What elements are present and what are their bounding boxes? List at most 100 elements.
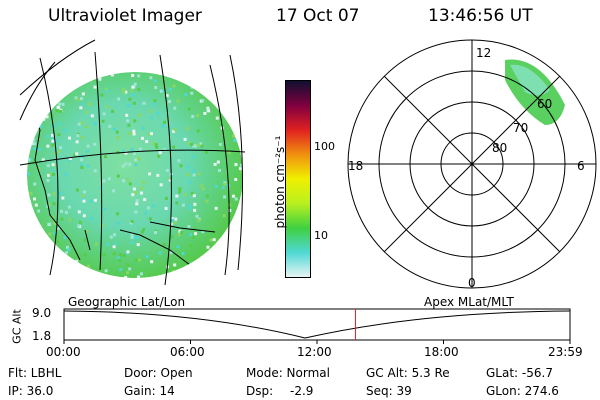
speckle-pixel	[116, 221, 120, 225]
speckle-pixel	[194, 261, 198, 265]
speckle-pixel	[159, 183, 163, 187]
geographic-label: Geographic Lat/Lon	[68, 295, 186, 309]
speckle-pixel	[149, 109, 153, 113]
speckle-pixel	[98, 77, 102, 81]
speckle-pixel	[158, 151, 162, 155]
speckle-pixel	[100, 93, 104, 97]
speckle-pixel	[128, 162, 132, 166]
speckle-pixel	[145, 140, 149, 144]
speckle-pixel	[206, 106, 210, 110]
speckle-pixel	[93, 85, 97, 89]
speckle-pixel	[189, 233, 193, 237]
altitude-curve	[63, 310, 571, 339]
speckle-pixel	[73, 153, 77, 157]
speckle-pixel	[227, 151, 231, 155]
speckle-pixel	[33, 197, 37, 201]
speckle-pixel	[223, 112, 227, 116]
speckle-pixel	[239, 206, 243, 210]
speckle-pixel	[214, 185, 218, 189]
speckle-pixel	[108, 124, 112, 128]
speckle-pixel	[61, 102, 65, 106]
speckle-pixel	[128, 97, 132, 101]
speckle-pixel	[133, 82, 137, 86]
speckle-pixel	[188, 206, 192, 210]
speckle-pixel	[142, 180, 146, 184]
speckle-pixel	[53, 221, 57, 225]
speckle-pixel	[242, 74, 243, 78]
speckle-pixel	[59, 108, 63, 112]
speckle-pixel	[125, 113, 129, 117]
speckle-pixel	[214, 252, 218, 256]
speckle-pixel	[216, 160, 220, 164]
lat-label-80: 80	[492, 141, 507, 155]
speckle-pixel	[134, 162, 138, 166]
speckle-pixel	[80, 158, 84, 162]
colorbar-tick-100: 100	[314, 140, 335, 153]
speckle-pixel	[225, 91, 229, 95]
speckle-pixel	[148, 172, 152, 176]
speckle-pixel	[37, 167, 41, 171]
info-gain: Gain: 14	[124, 384, 175, 398]
speckle-pixel	[68, 218, 72, 222]
speckle-pixel	[139, 186, 143, 190]
altitude-x-ticks	[63, 340, 571, 344]
speckle-pixel	[187, 107, 191, 111]
speckle-pixel	[46, 144, 50, 148]
speckle-pixel	[170, 174, 174, 178]
speckle-pixel	[51, 163, 55, 167]
speckle-pixel	[218, 267, 222, 271]
speckle-pixel	[142, 101, 146, 105]
speckle-pixel	[139, 191, 143, 195]
speckle-pixel	[141, 126, 145, 130]
speckle-pixel	[178, 229, 182, 233]
speckle-pixel	[226, 183, 230, 187]
speckle-pixel	[60, 217, 64, 221]
speckle-pixel	[239, 163, 243, 167]
speckle-pixel	[199, 142, 203, 146]
speckle-pixel	[175, 194, 179, 198]
speckle-pixel	[231, 194, 235, 198]
speckle-pixel	[234, 197, 238, 201]
speckle-pixel	[130, 89, 134, 93]
speckle-pixel	[53, 96, 57, 100]
speckle-pixel	[236, 104, 240, 108]
speckle-pixel	[79, 106, 83, 110]
speckle-pixel	[90, 114, 94, 118]
speckle-pixel	[195, 214, 199, 218]
speckle-pixel	[228, 209, 232, 213]
speckle-pixel	[189, 77, 193, 81]
speckle-pixel	[171, 269, 175, 273]
speckle-pixel	[117, 258, 121, 262]
speckle-pixel	[164, 196, 168, 200]
speckle-pixel	[189, 244, 193, 248]
speckle-pixel	[213, 162, 217, 166]
speckle-pixel	[82, 199, 86, 203]
speckle-pixel	[192, 173, 196, 177]
speckle-pixel	[42, 117, 46, 121]
speckle-pixel	[55, 74, 59, 78]
speckle-pixel	[203, 111, 207, 115]
speckle-pixel	[47, 193, 51, 197]
speckle-pixel	[134, 163, 138, 167]
emission-speckle	[27, 72, 243, 278]
speckle-pixel	[33, 182, 37, 186]
info-dsp-label: Dsp:	[246, 384, 274, 398]
speckle-pixel	[27, 113, 31, 117]
speckle-pixel	[143, 198, 147, 202]
speckle-pixel	[128, 267, 132, 271]
speckle-pixel	[116, 150, 120, 154]
speckle-pixel	[133, 191, 137, 195]
speckle-pixel	[51, 172, 55, 176]
speckle-pixel	[82, 214, 86, 218]
speckle-pixel	[221, 93, 225, 97]
speckle-pixel	[137, 258, 141, 262]
speckle-pixel	[137, 157, 141, 161]
speckle-pixel	[93, 121, 97, 125]
speckle-pixel	[116, 212, 120, 216]
speckle-pixel	[169, 173, 173, 177]
speckle-pixel	[167, 118, 171, 122]
speckle-pixel	[31, 142, 35, 146]
speckle-pixel	[235, 120, 239, 124]
speckle-pixel	[183, 137, 187, 141]
speckle-pixel	[80, 136, 84, 140]
